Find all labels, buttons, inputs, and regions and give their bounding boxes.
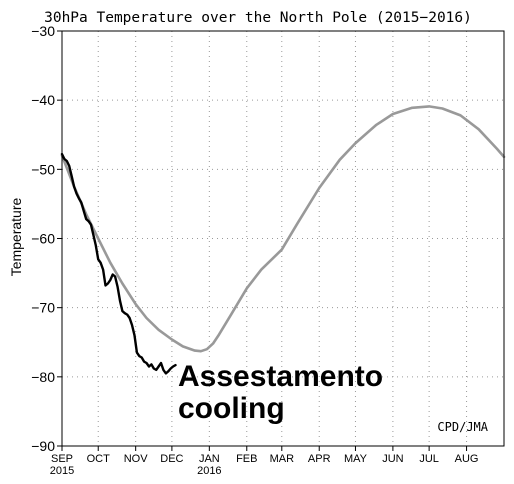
annotation-assestamento: Assestamento	[178, 360, 383, 393]
x-tick-label-oct: OCT	[87, 453, 111, 465]
series-group	[60, 105, 506, 375]
climatology-line	[60, 105, 506, 353]
chart-title: 30hPa Temperature over the North Pole (2…	[44, 10, 472, 26]
x-tick-label-jul: JUL	[419, 453, 439, 465]
x-tick-label-aug: AUG	[455, 453, 479, 465]
y-tick-label: −40	[31, 92, 55, 108]
x-tick-label-may: MAY	[344, 453, 368, 465]
y-tick-label: −60	[31, 231, 55, 247]
x-tick-label-sep: SEP	[51, 453, 73, 465]
x-tick-label-dec: DEC	[160, 453, 183, 465]
y-tick-label: −50	[31, 161, 55, 177]
x-tick-label-jun: JUN	[382, 453, 403, 465]
observed-temperature-line	[60, 152, 177, 375]
y-axis-ticks: −30 −40 −50 −60 −70 −80 −90	[31, 23, 62, 454]
x-tick-label-jan: JAN	[199, 453, 220, 465]
x-tick-label-nov: NOV	[124, 453, 149, 465]
y-tick-label: −90	[31, 438, 55, 454]
y-tick-label: −30	[31, 23, 55, 39]
x-tick-year-label: 2015	[50, 465, 74, 477]
grid	[62, 31, 504, 446]
credit-label: CPD/JMA	[437, 420, 488, 434]
y-tick-label: −70	[31, 300, 55, 316]
y-axis-label: Temperature	[8, 197, 24, 276]
y-tick-label: −80	[31, 369, 55, 385]
x-tick-label-feb: FEB	[236, 453, 257, 465]
annotation-cooling: cooling	[178, 392, 285, 425]
x-tick-year-label: 2016	[197, 465, 221, 477]
x-tick-label-mar: MAR	[270, 453, 295, 465]
x-tick-label-apr: APR	[308, 453, 331, 465]
